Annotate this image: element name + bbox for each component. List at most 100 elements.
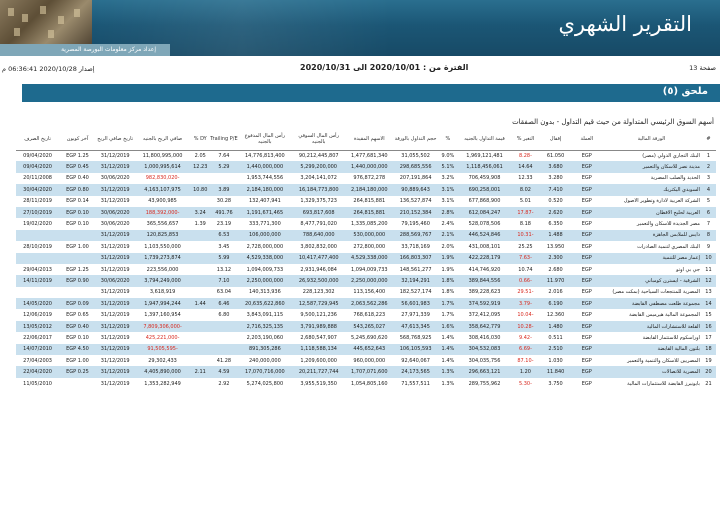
table-cell: 543,265,027 (345, 320, 393, 333)
table-cell: 2.0% (441, 243, 455, 250)
table-cell: 706,459,908 (468, 175, 501, 182)
table-cell: 693,817,608 (291, 206, 346, 219)
table-cell: 1.030 (548, 357, 563, 364)
table-cell: 18 (700, 343, 716, 356)
table-cell: 30/06/2020 (100, 175, 130, 182)
table-cell: 25.25 (518, 243, 533, 250)
table-cell: 8.02 (511, 184, 540, 196)
table-cell: 1,209,600,000 (300, 357, 337, 364)
table-cell: 27/04/2003 (23, 357, 52, 364)
table-cell: EGP (571, 343, 602, 356)
table-cell: 2,680,547,907 (300, 334, 337, 341)
table-cell: 31/12/2019 (100, 198, 130, 205)
table-cell: 31/12/2019 (95, 320, 135, 333)
table-cell (59, 229, 96, 242)
table-cell: 3,955,519,350 (300, 380, 337, 387)
table-cell: 298,685,556 (393, 161, 439, 173)
table-cell: 10.80 (190, 184, 210, 196)
table-cell: دايس للملابس الجاهزة (601, 229, 701, 242)
table-cell: 414,746,920 (468, 266, 501, 273)
table-cell: 308,416,030 (468, 334, 501, 341)
table-cell: 30/06/2020 (95, 275, 135, 287)
table-cell: 8 (700, 229, 716, 242)
table-cell: 29/04/2013 (23, 266, 52, 273)
table-cell: EGP (571, 161, 602, 173)
table-cell: 17 (705, 334, 712, 341)
table-cell: 1,103,550,000 (144, 243, 181, 250)
table-cell: 14,776,813,400 (244, 152, 285, 159)
table-cell (190, 343, 210, 356)
table-cell: 166,803,307 (393, 252, 439, 264)
column-header: آخر كوبون (59, 130, 96, 151)
table-cell: مجموعة طلعت مصطفى القابضة (601, 298, 701, 310)
table-cell: 27/10/2019 (16, 206, 60, 219)
table-cell: EGP (571, 229, 602, 242)
table-cell: EGP (571, 366, 602, 378)
table-cell: 43,900,985 (148, 198, 177, 205)
table-cell: 13.12 (216, 266, 232, 273)
table-cell: EGP (581, 312, 592, 319)
table-cell: 2.510 (539, 343, 572, 356)
table-cell: 240,000,000 (248, 357, 281, 364)
table-cell: 12.33 (518, 175, 533, 182)
table-cell: 1.39 (194, 221, 206, 228)
table-cell (191, 355, 210, 366)
table-cell: 288,569,767 (393, 229, 439, 242)
table-cell: 1.4% (441, 357, 455, 364)
table-cell: 2.11 (190, 366, 210, 378)
table-cell: -10.31 (511, 229, 540, 242)
table-cell: 3.89 (209, 184, 238, 196)
table-row: 8 دايس للملابس الجاهزة EGP 1.488 -10.31 446,5… (16, 229, 716, 242)
table-cell: 491.76 (209, 206, 238, 219)
table-cell: 13 (705, 289, 712, 296)
table-cell: 10,417,477,400 (291, 252, 346, 264)
table-cell: 1.9% (441, 266, 455, 273)
table-cell: 31/12/2019 (100, 380, 130, 387)
table-cell: 1,440,000,000 (345, 161, 393, 173)
table-cell: 47,613,345 (393, 320, 439, 333)
table-cell: 6.350 (548, 221, 563, 228)
table-cell: 264,815,881 (345, 206, 393, 219)
table-cell: 2.1% (438, 229, 458, 242)
table-cell: 1,118,588,134 (291, 343, 346, 356)
table-cell: 2.620 (539, 206, 572, 219)
table-cell: 4 (700, 184, 716, 196)
table-cell (210, 173, 238, 184)
table-cell (16, 287, 59, 298)
table-cell: 31/12/2019 (100, 312, 130, 319)
table-cell: 31/12/2019 (100, 289, 130, 296)
table-cell: 389,228,623 (468, 289, 501, 296)
table-cell: -8.28 (518, 152, 532, 159)
table-cell (190, 252, 210, 264)
column-header: حجم التداول بالورقة (393, 130, 439, 151)
table-cell: EGP (571, 252, 602, 264)
table-row: 6 العربية لحليج الاقطان EGP 2.620 -17.87 612,… (16, 206, 716, 219)
header-ribbon: إعداد مركز معلومات البورصة المصرية (0, 44, 170, 56)
table-cell: EGP (571, 298, 602, 310)
table-cell: 30/06/2020 (95, 206, 135, 219)
table-cell: 3.1% (441, 198, 455, 205)
table-cell (190, 275, 210, 287)
table-cell: 3.280 (548, 175, 563, 182)
table-cell: 31/12/2019 (95, 229, 135, 242)
table-cell: 136,527,874 (399, 198, 432, 205)
table-cell: 6.53 (209, 229, 238, 242)
table-row: 9 البنك المصري لتنمية الصادرات EGP 13.950 25… (16, 241, 716, 252)
table-cell: 333,771,300 (248, 221, 281, 228)
table-cell: 1,353,282,949 (144, 380, 181, 387)
table-title: أسهم السوق الرئيسي المتداولة من حيث قيم … (512, 118, 714, 126)
table-row: 5 الشركة العربية لادارة وتطوير الاصول EGP 0… (16, 196, 716, 207)
table-cell: 20 (700, 366, 716, 378)
table-cell: 15 (705, 312, 712, 319)
table-cell: 4,529,338,000 (345, 252, 393, 264)
table-cell: 1,094,009,733 (351, 266, 388, 273)
table-cell (59, 252, 96, 264)
report-subbar: إصدار 2020/10/28 06:36:41 م الفترة من : … (0, 60, 720, 74)
table-cell: -9.42 (518, 334, 532, 341)
table-cell: 3.2% (441, 175, 455, 182)
table-cell: 5.99 (209, 252, 238, 264)
table-cell: 3 (706, 175, 711, 182)
table-row: 4 السويدي اليكتريك EGP 7.410 8.02 690,258,001… (16, 184, 716, 196)
table-cell: -0.66 (511, 275, 540, 287)
table-cell: 90,212,445,807 (298, 152, 339, 159)
